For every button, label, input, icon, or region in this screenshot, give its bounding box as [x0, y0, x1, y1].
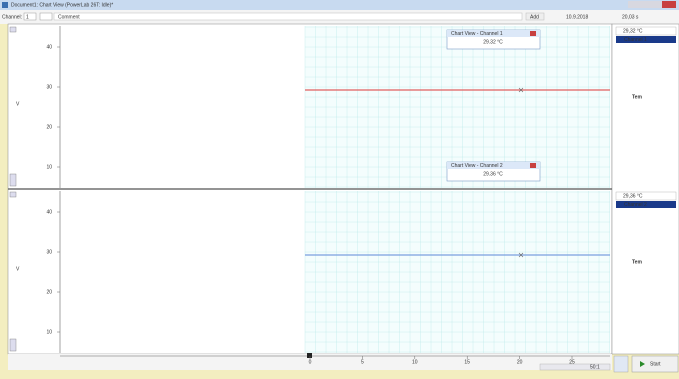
window-buttons[interactable]: [628, 1, 676, 8]
x-tick-label: 15: [464, 359, 470, 365]
add-button[interactable]: [525, 12, 545, 21]
panel-button[interactable]: [9, 191, 17, 198]
popup-title: Chart View - Channel 2: [451, 163, 503, 169]
panel-button[interactable]: [9, 338, 17, 352]
y-tick-label: 30: [46, 84, 52, 90]
add-label: Add: [530, 14, 539, 20]
zoom-controls[interactable]: [539, 363, 611, 371]
channel-label: Tem: [632, 259, 642, 265]
title-bar: [0, 0, 679, 10]
panel-button[interactable]: [9, 26, 17, 33]
popup-header: [447, 162, 540, 169]
side-panel: [611, 23, 679, 355]
x-tick-label: 20: [517, 359, 523, 365]
popup-value: 29.32 °C: [483, 39, 503, 45]
close-button[interactable]: [662, 1, 676, 8]
channel-name: Channel 1: [624, 37, 647, 43]
popup-close[interactable]: [530, 163, 536, 168]
readout-box: [615, 191, 677, 201]
start-label: Start: [650, 361, 661, 367]
app-icon: [2, 2, 8, 8]
y-tick-label: 40: [46, 209, 52, 215]
rate: 50:1: [590, 364, 600, 370]
popup-title: Chart View - Channel 1: [451, 31, 503, 37]
window-title: Document1: Chart View (PowerLab 26T: Idl…: [11, 2, 113, 8]
view-button[interactable]: [613, 355, 629, 373]
popup-close[interactable]: [530, 31, 536, 36]
y-tick-label: 40: [46, 44, 52, 50]
time-axis-strip: [8, 354, 612, 370]
cursor-marker: [518, 87, 524, 93]
channel-bar[interactable]: [616, 36, 676, 43]
channel-label: Channel:: [2, 14, 22, 20]
x-tick-label: 25: [569, 359, 575, 365]
y-tick-label: 10: [46, 329, 52, 335]
x-tick-label: 5: [361, 359, 364, 365]
channel-label: Tem: [632, 94, 642, 100]
start-marker: [307, 353, 312, 358]
x-tick-label: 0: [309, 359, 312, 365]
readout-box: [615, 26, 677, 36]
y-tick-label: 10: [46, 164, 52, 170]
time: 20,03 s: [622, 14, 639, 20]
panel-button[interactable]: [9, 173, 17, 187]
comment-placeholder: Comment: [58, 14, 80, 20]
y-tick-label: 20: [46, 289, 52, 295]
channel-bar[interactable]: [616, 201, 676, 208]
start-button[interactable]: [631, 355, 679, 373]
channel-select[interactable]: [23, 12, 37, 21]
play-icon: [640, 361, 645, 367]
y-tick-label: 20: [46, 124, 52, 130]
cursor-marker: [518, 252, 524, 258]
x-tick-label: 10: [412, 359, 418, 365]
date: 10.9.2018: [566, 14, 588, 20]
y-tick-label: 30: [46, 249, 52, 255]
popup-value: 29.36 °C: [483, 171, 503, 177]
readout-value: 29,36 °C: [623, 193, 643, 199]
channel-value: 1: [26, 14, 29, 20]
channel-field[interactable]: [39, 12, 53, 21]
popup-header: [447, 30, 540, 37]
comment-field[interactable]: [53, 12, 523, 21]
channel-name: Channel 2: [624, 202, 647, 208]
y-axis-label: V: [16, 266, 20, 272]
y-axis-label: V: [16, 101, 20, 107]
readout-value: 29,32 °C: [623, 28, 643, 34]
